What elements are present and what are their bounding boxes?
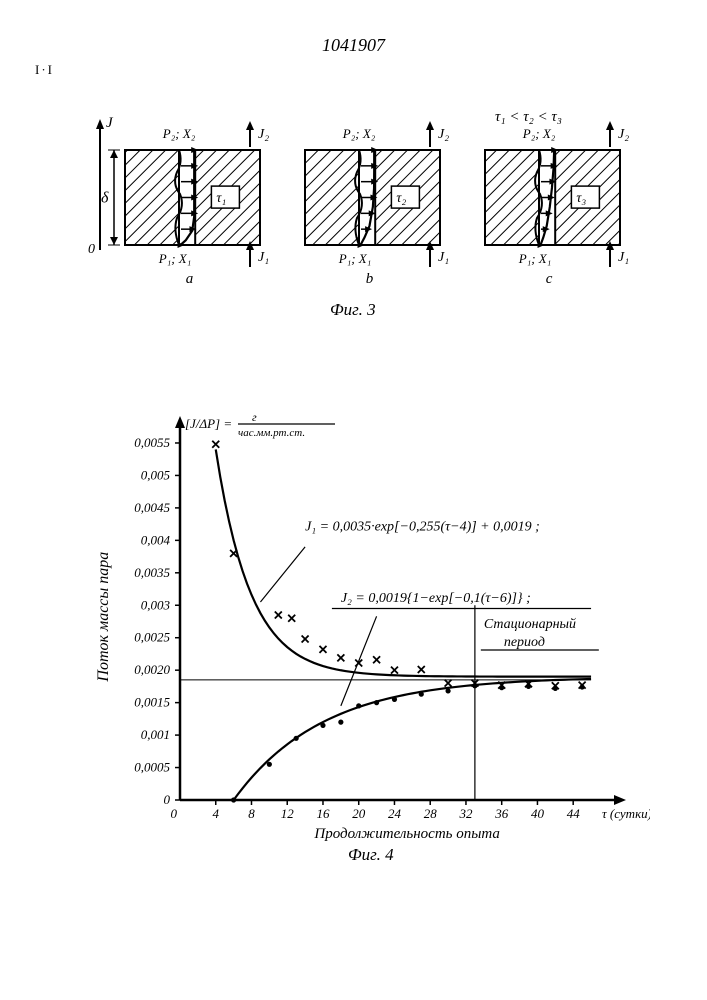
fig4-ytick: 0,004 (141, 532, 171, 547)
fig3-yaxis-label: J (106, 115, 114, 131)
fig3-tau: τ₃ (576, 191, 586, 206)
fig4-ytick: 0,0035 (134, 565, 170, 580)
fig4-xtick: 12 (281, 806, 295, 821)
fig4-xtick: 44 (567, 806, 581, 821)
fig4-stationary-2: период (504, 635, 545, 650)
fig3-bottom-label: P₁; X₁ (338, 251, 372, 266)
fig3-panel-id: b (366, 271, 374, 287)
fig4-yformula: [J/ΔP] = (185, 416, 232, 431)
fig4-eq2: J₂ = 0,0019{1−exp[−0,1(τ−6)]} ; (341, 591, 531, 606)
fig4-ytick: 0,005 (141, 467, 171, 482)
fig4-origin: 0 (171, 806, 178, 821)
fig4-ytick: 0,0025 (134, 630, 170, 645)
fig4-ytick: 0 (164, 792, 171, 807)
fig4-ytick: 0,0020 (134, 662, 170, 677)
fig4-xtick: 20 (352, 806, 366, 821)
figure-4: [J/ΔP] = г час.мм.рт.ст. 0 0,0005 0,001 0,0015… (90, 400, 650, 880)
fig4-stationary-1: Стационарный (484, 617, 576, 632)
fig4-xunit: τ (сутки) (602, 806, 650, 821)
fig4-ytick: 0,0045 (134, 500, 170, 515)
fig4-caption: Фиг. 4 (348, 845, 394, 864)
fig3-caption: Фиг. 3 (330, 300, 376, 319)
fig4-curve2 (234, 679, 591, 800)
fig4-ytick: 0,0055 (134, 435, 170, 450)
fig4-xtick: 4 (212, 806, 219, 821)
fig4-xtick: 32 (458, 806, 473, 821)
fig4-eq1: J₁ = 0,0035·exp[−0,255(τ−4)] + 0,0019 ; (305, 520, 540, 535)
fig3-J1: J₁ (258, 250, 269, 265)
top-left-mark: I·I (35, 62, 54, 78)
fig3-J2: J₂ (618, 127, 629, 142)
fig3-delta: δ (101, 190, 109, 207)
fig4-xtick: 36 (494, 806, 509, 821)
fig4-xtick: 16 (316, 806, 330, 821)
fig3-J1: J₁ (618, 250, 629, 265)
fig3-condition: τ₁ < τ₂ < τ₃ (495, 109, 562, 125)
fig3-J1: J₁ (438, 250, 449, 265)
fig3-J2: J₂ (438, 127, 449, 142)
fig3-top-label: P₂; X₂ (342, 126, 376, 141)
fig3-bottom-label: P₁; X₁ (518, 251, 552, 266)
fig3-top-label: P₂; X₂ (162, 126, 196, 141)
fig3-origin: 0 (88, 242, 95, 257)
fig3-bottom-label: P₁; X₁ (158, 251, 192, 266)
fig3-panel-id: a (186, 271, 194, 287)
fig4-xtick: 8 (248, 806, 255, 821)
fig4-yformula-den: час.мм.рт.ст. (238, 427, 305, 439)
fig4-ytick: 0,003 (141, 597, 171, 612)
fig4-xlabel: Продолжительность опыта (313, 826, 500, 842)
fig4-ytick: 0,0015 (134, 695, 170, 710)
fig4-xtick: 24 (388, 806, 402, 821)
fig3-top-label: P₂; X₂ (522, 126, 556, 141)
fig3-J2: J₂ (258, 127, 269, 142)
fig3-tau: τ₂ (396, 191, 406, 206)
page-number: 1041907 (322, 35, 385, 56)
fig4-ytick: 0,0005 (134, 760, 170, 775)
fig3-panel-id: c (546, 271, 553, 287)
fig4-xtick: 28 (424, 806, 438, 821)
fig4-ytick: 0,001 (141, 727, 170, 742)
fig4-yformula-num: г (252, 410, 257, 424)
figure-3: τ₁ < τ₂ < τ₃ J 0 δ P₂; X₂ J₂ τ₁ P₁; X₁ J₁ a P₂; X₂… (70, 105, 640, 325)
fig4-xtick: 40 (531, 806, 545, 821)
fig4-ylabel: Поток массы пара (95, 552, 112, 683)
fig3-tau: τ₁ (216, 191, 226, 206)
